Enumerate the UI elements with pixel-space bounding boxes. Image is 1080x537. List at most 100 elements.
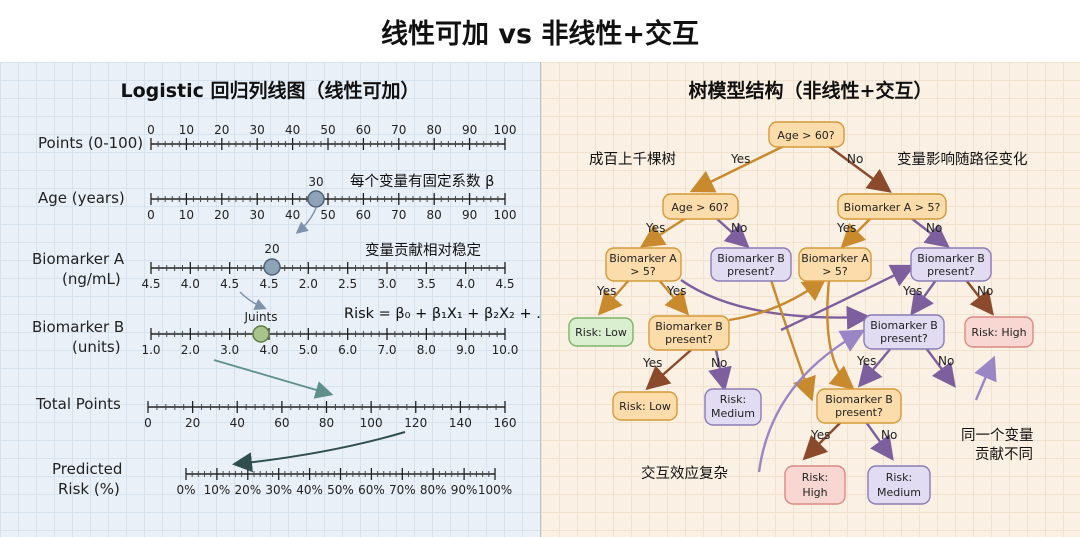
tree-svg: Yes No Yes No Yes No Yes Yes Yes No Yes … xyxy=(568,121,1034,505)
age-marker xyxy=(307,190,325,208)
tick-label: 4.5 xyxy=(259,277,278,291)
tick-label: 30 xyxy=(250,123,265,137)
tick-label: 80 xyxy=(427,208,442,222)
edge-b2-no xyxy=(708,349,732,392)
row-label-total-points: Total Points xyxy=(35,395,121,413)
tick-label: 9.0 xyxy=(456,343,475,357)
svg-text:Risk: Low: Risk: Low xyxy=(619,400,671,413)
node-risk-medium-1: Risk: Medium xyxy=(704,388,762,426)
same-variable-arrow xyxy=(974,355,997,401)
tree-panel: 树模型结构（非线性+交互） xyxy=(541,62,1080,537)
edge-b3-no xyxy=(925,347,956,388)
tick-label: 90 xyxy=(462,123,477,137)
svg-text:Age > 60?: Age > 60? xyxy=(671,201,728,214)
node-risk-medium-2: Risk: Medium xyxy=(867,465,931,505)
tick-label: 40 xyxy=(285,208,300,222)
tick-label: 50 xyxy=(320,123,335,137)
tick-label: 4.0 xyxy=(456,277,475,291)
tick-label: 30 xyxy=(250,208,265,222)
node-risk-low-2: Risk: Low xyxy=(612,391,678,421)
tick-label: 30% xyxy=(265,483,292,497)
tick-label: 40% xyxy=(296,483,323,497)
svg-text:Biomarker B: Biomarker B xyxy=(655,320,723,333)
edge-label: Yes xyxy=(810,428,830,442)
tick-label: 100 xyxy=(360,416,383,430)
edge-lr-down xyxy=(769,279,816,402)
edge-ll-cross xyxy=(680,279,871,330)
tick-label: 3.0 xyxy=(220,343,239,357)
tick-label: 7.0 xyxy=(377,343,396,357)
svg-text:present?: present? xyxy=(665,333,713,346)
edge-b3-yes xyxy=(857,347,892,388)
tick-label: 0% xyxy=(176,483,195,497)
tick-label: 2.0 xyxy=(181,343,200,357)
tick-label: 0 xyxy=(144,416,152,430)
biomarker-a-marker xyxy=(263,258,281,276)
svg-text:Risk: High: Risk: High xyxy=(971,326,1026,339)
tick-label: 10 xyxy=(179,123,194,137)
edge-root-yes xyxy=(689,143,787,193)
svg-text:Biomarker B: Biomarker B xyxy=(917,252,985,265)
tick-label: 20 xyxy=(214,208,229,222)
tick-label: 20 xyxy=(214,123,229,137)
biomarker-a-connector-arrow xyxy=(239,291,267,310)
many-trees-note: 成百上千棵树 xyxy=(589,151,676,168)
points-axis: 0 10 20 30 40 50 60 70 80 90 100 xyxy=(147,123,516,150)
row-label-biomarker-a: Biomarker A (ng/mL) xyxy=(32,250,125,288)
edge-label: Yes xyxy=(645,221,665,235)
tick-label: 3.0 xyxy=(377,277,396,291)
svg-text:Biomarker B: Biomarker B xyxy=(870,319,938,332)
edge-b4-yes xyxy=(802,421,842,461)
node-age-left: Age > 60? xyxy=(662,193,739,220)
tick-label: 40 xyxy=(230,416,245,430)
total-points-axis: 0 20 40 60 80 100 120 140 160 xyxy=(144,401,516,430)
biomarker-a-marker-label: 20 xyxy=(264,242,279,256)
node-biomarker-b-lr: Biomarker B present? xyxy=(710,247,792,282)
tick-label: 80% xyxy=(420,483,447,497)
node-root: Age > 60? xyxy=(768,121,845,148)
tick-label: 140 xyxy=(449,416,472,430)
tick-label: 80 xyxy=(319,416,334,430)
edge-label: No xyxy=(711,356,727,370)
edge-label: No xyxy=(881,428,897,442)
row-label-points: Points (0-100) xyxy=(38,134,143,152)
edge-label: Yes xyxy=(596,284,616,298)
tick-label: 10 xyxy=(179,208,194,222)
tick-label: 1.0 xyxy=(141,343,160,357)
edge-rl-down xyxy=(826,279,855,391)
nomogram-title: Logistic 回归列线图（线性可加） xyxy=(120,80,420,102)
node-risk-high-1: Risk: High xyxy=(964,316,1034,348)
edge-rr-no xyxy=(965,279,994,316)
svg-text:present?: present? xyxy=(927,265,975,278)
edge-label: No xyxy=(977,284,993,298)
tick-label: 50% xyxy=(327,483,354,497)
edge-rr-yes xyxy=(910,279,937,316)
svg-text:present?: present? xyxy=(880,332,928,345)
node-biomarker-b-4: Biomarker B present? xyxy=(816,388,902,424)
age-marker-label: 30 xyxy=(308,175,323,189)
svg-text:Biomarker A > 5?: Biomarker A > 5? xyxy=(844,201,941,214)
row-label-age: Age (years) xyxy=(38,189,125,207)
tick-label: 90% xyxy=(451,483,478,497)
svg-text:Risk:: Risk: xyxy=(886,471,913,484)
predicted-risk-axis: 0% 10% 20% 30% 40% 50% 60% 70% 80% 90% 100% xyxy=(176,468,512,497)
tick-label: 70 xyxy=(391,208,406,222)
node-biomarker-a-ll: Biomarker A > 5? xyxy=(605,247,682,282)
edge-cross-b xyxy=(780,264,916,332)
tick-label: 5.0 xyxy=(299,343,318,357)
svg-text:Age > 60?: Age > 60? xyxy=(777,129,834,142)
biomarker-b-marker-label: Juints xyxy=(243,310,277,324)
age-axis: 0 10 20 30 40 50 60 70 80 90 100 xyxy=(147,193,516,222)
tree-title: 树模型结构（非线性+交互） xyxy=(688,80,933,102)
regression-formula: Risk = β₀ + β₁X₁ + β₂X₂ + ... xyxy=(344,306,540,322)
edge-label: Yes xyxy=(730,152,750,166)
svg-text:Biomarker B: Biomarker B xyxy=(825,393,893,406)
svg-text:present?: present? xyxy=(835,406,883,419)
tick-label: 10.0 xyxy=(492,343,519,357)
tick-label: 3.5 xyxy=(417,277,436,291)
biomarker-a-axis: 4.5 4.0 4.5 4.5 2.0 2.5 3.0 3.5 4.0 4.5 xyxy=(141,262,515,291)
svg-text:Medium: Medium xyxy=(711,407,755,420)
tick-label: 100 xyxy=(494,123,517,137)
svg-text:present?: present? xyxy=(727,265,775,278)
nomogram-panel: Logistic 回归列线图（线性可加） Points (0-100) Age … xyxy=(0,62,540,537)
